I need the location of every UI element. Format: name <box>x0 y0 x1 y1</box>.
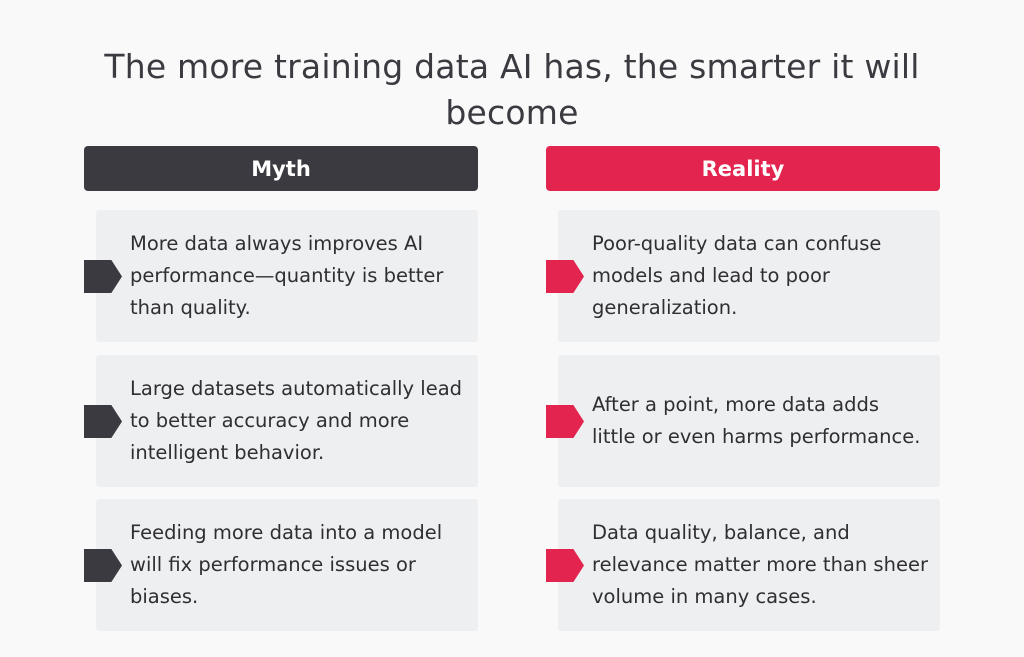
reality-card-3: Data quality, balance, and relevance mat… <box>558 499 940 631</box>
myth-card-text: More data always improves AI performance… <box>130 232 444 319</box>
myth-header: Myth <box>84 146 478 191</box>
reality-card-text: Poor-quality data can confuse models and… <box>592 232 882 319</box>
reality-card-2: After a point, more data adds little or … <box>558 355 940 487</box>
reality-header-label: Reality <box>701 156 785 181</box>
myth-card-1: More data always improves AI performance… <box>96 210 478 342</box>
myth-card-text: Feeding more data into a model will fix … <box>130 521 443 608</box>
myth-header-label: Myth <box>251 156 311 181</box>
reality-header: Reality <box>546 146 940 191</box>
reality-card-text: Data quality, balance, and relevance mat… <box>592 521 928 608</box>
page-title: The more training data AI has, the smart… <box>104 47 920 132</box>
reality-card-text: After a point, more data adds little or … <box>592 393 921 448</box>
myth-card-text: Large datasets automatically lead to bet… <box>130 377 463 464</box>
myth-card-3: Feeding more data into a model will fix … <box>96 499 478 631</box>
reality-card-1: Poor-quality data can confuse models and… <box>558 210 940 342</box>
myth-card-2: Large datasets automatically lead to bet… <box>96 355 478 487</box>
